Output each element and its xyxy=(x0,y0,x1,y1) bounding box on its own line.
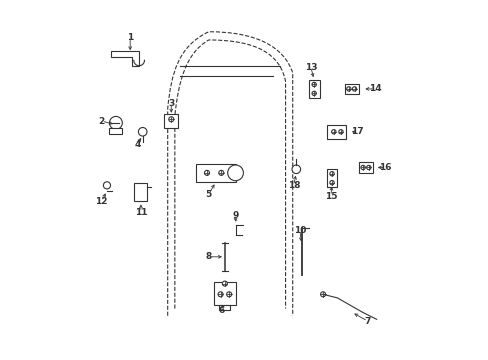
Circle shape xyxy=(346,87,350,91)
Circle shape xyxy=(138,127,147,136)
Text: 9: 9 xyxy=(231,211,238,220)
Circle shape xyxy=(109,116,122,129)
Circle shape xyxy=(222,281,227,286)
Circle shape xyxy=(329,172,333,176)
Circle shape xyxy=(218,170,224,175)
Text: 5: 5 xyxy=(205,190,211,199)
Circle shape xyxy=(204,170,209,175)
Bar xyxy=(164,114,178,128)
Bar xyxy=(134,183,147,202)
Text: 4: 4 xyxy=(134,140,140,149)
Circle shape xyxy=(360,165,365,170)
Circle shape xyxy=(168,117,173,122)
Circle shape xyxy=(218,292,223,297)
Text: 16: 16 xyxy=(379,163,391,172)
Bar xyxy=(344,84,358,94)
Bar xyxy=(196,164,235,182)
Circle shape xyxy=(366,165,370,170)
Circle shape xyxy=(331,130,335,134)
Bar xyxy=(219,305,230,310)
Text: 13: 13 xyxy=(304,63,317,72)
Text: 14: 14 xyxy=(368,84,381,93)
Text: 12: 12 xyxy=(95,197,108,206)
Text: 6: 6 xyxy=(218,306,224,315)
Bar xyxy=(308,80,319,98)
Circle shape xyxy=(320,292,325,297)
Text: 7: 7 xyxy=(364,316,370,325)
Bar xyxy=(326,125,346,139)
Circle shape xyxy=(311,82,316,87)
Polygon shape xyxy=(110,51,139,66)
Bar xyxy=(326,169,337,187)
Text: 10: 10 xyxy=(293,225,305,234)
Text: 11: 11 xyxy=(134,208,147,217)
Bar xyxy=(109,128,122,134)
Circle shape xyxy=(103,182,110,189)
Text: 15: 15 xyxy=(324,192,337,201)
Text: 3: 3 xyxy=(168,99,174,108)
Text: 18: 18 xyxy=(287,181,300,190)
Bar xyxy=(214,282,235,305)
Text: 17: 17 xyxy=(350,127,363,136)
Circle shape xyxy=(352,87,356,91)
Circle shape xyxy=(329,180,333,185)
Circle shape xyxy=(338,130,343,134)
Circle shape xyxy=(311,91,316,95)
Circle shape xyxy=(227,165,243,181)
Text: 2: 2 xyxy=(98,117,104,126)
Text: 8: 8 xyxy=(205,252,211,261)
Circle shape xyxy=(291,165,300,174)
Bar xyxy=(358,162,372,173)
Circle shape xyxy=(226,292,231,297)
Text: 1: 1 xyxy=(127,33,133,42)
